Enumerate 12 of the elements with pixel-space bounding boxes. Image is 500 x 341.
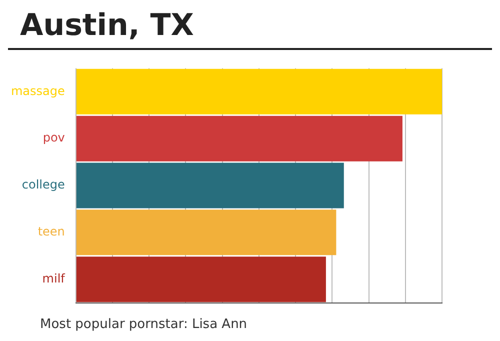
y-tick-label: teen xyxy=(38,224,65,239)
bar xyxy=(76,256,326,302)
y-tick-label: college xyxy=(22,178,65,192)
text: Most popular pornstar: Lisa Ann xyxy=(39,317,248,332)
y-tick-label: pov xyxy=(42,130,65,145)
chart-title: Austin, TX xyxy=(8,8,492,50)
y-tick-label: milf xyxy=(42,271,66,286)
bar xyxy=(76,68,442,114)
y-tick-label: massage xyxy=(10,84,65,98)
bar xyxy=(76,116,402,162)
bar xyxy=(76,162,344,208)
bar xyxy=(76,210,336,256)
